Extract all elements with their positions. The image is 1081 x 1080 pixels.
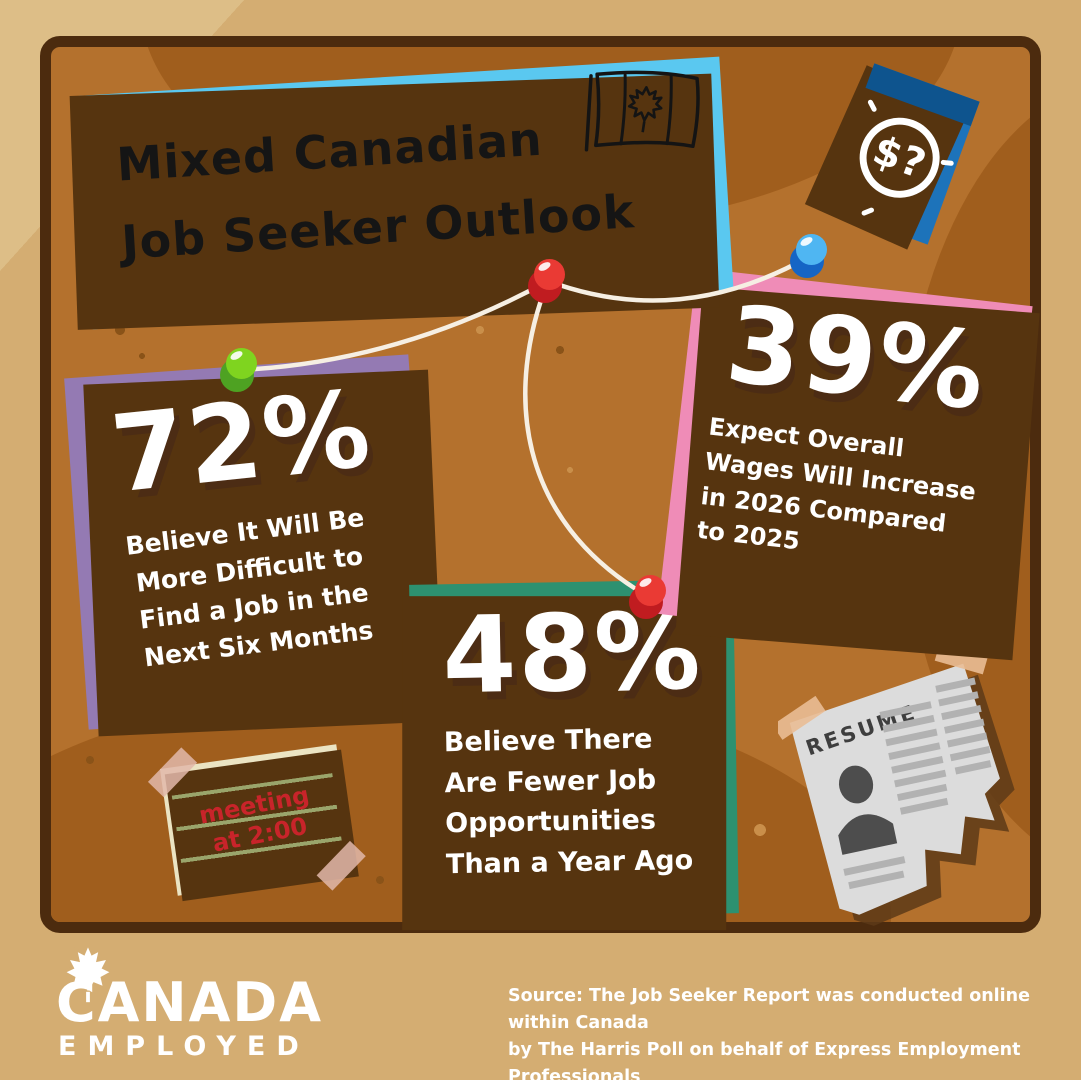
pushpin-red-banner-icon <box>525 257 571 303</box>
canada-employed-logo: CANADA EMPLOYED <box>56 941 386 1069</box>
maple-leaf-icon <box>60 941 116 1003</box>
meeting-reminder-note: meeting at 2:00 <box>147 744 366 896</box>
title-banner: Mixed Canadian Job Seeker Outlook <box>78 56 734 330</box>
pushpin-green-icon <box>217 346 263 392</box>
stat-note-39: 39% Expect Overall Wages Will Increase i… <box>657 267 1033 653</box>
logo-text-canada: CANADA <box>56 971 324 1034</box>
resume-paper: RESUME <box>778 648 1015 926</box>
pushpin-blue-icon <box>787 232 833 278</box>
sparkle-dash-icon <box>867 98 878 113</box>
source-text: Source: The Job Seeker Report was conduc… <box>508 986 1031 1080</box>
stat-description-48: Believe There Are Fewer Job Opportunitie… <box>443 723 694 880</box>
tape-piece <box>778 695 826 740</box>
sparkle-dash-icon <box>940 159 954 167</box>
person-silhouette-icon <box>838 765 898 855</box>
canada-flag-doodle-icon <box>584 70 700 152</box>
footer: CANADA EMPLOYED Source: The Job Seeker R… <box>0 933 1081 1080</box>
resume-text-lines <box>843 677 992 890</box>
money-question-icon: $? <box>848 106 951 210</box>
pushpin-red-green-note-icon <box>626 573 672 619</box>
logo-text-employed: EMPLOYED <box>58 1031 310 1062</box>
stat-description-39: Expect Overall Wages Will Increase in 20… <box>695 412 978 556</box>
money-question-text: $? <box>866 127 933 189</box>
sparkle-dash-icon <box>860 206 875 217</box>
resume-sheet <box>789 663 1000 915</box>
stat-description-72: Believe It Will Be More Difficult to Fin… <box>123 502 375 672</box>
stat-note-72: 72% Believe It Will Be More Difficult to… <box>64 354 433 730</box>
